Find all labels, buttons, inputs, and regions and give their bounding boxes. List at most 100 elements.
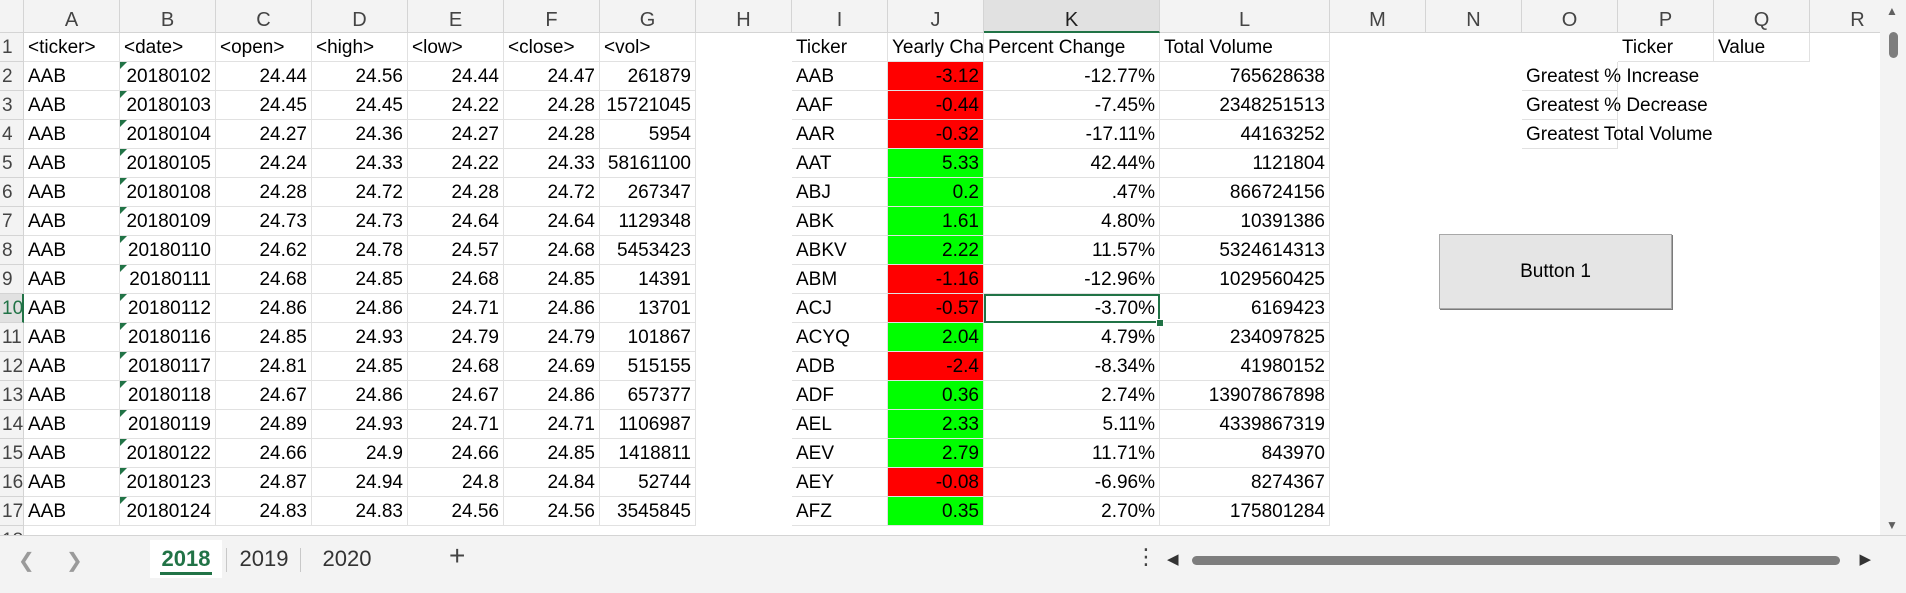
data-cell[interactable]: AAB xyxy=(24,149,120,178)
fill-handle[interactable] xyxy=(1156,319,1164,327)
header-cell[interactable]: <open> xyxy=(216,33,312,62)
data-cell[interactable]: 24.67 xyxy=(408,381,504,410)
data-cell[interactable]: 24.94 xyxy=(312,468,408,497)
data-cell[interactable]: 24.84 xyxy=(504,468,600,497)
data-cell[interactable]: 24.85 xyxy=(216,323,312,352)
data-cell[interactable]: AAB xyxy=(24,236,120,265)
percent-change-cell[interactable]: 4.79% xyxy=(984,323,1160,352)
column-header-k[interactable]: K xyxy=(984,0,1160,33)
vertical-scrollbar[interactable]: ▲ ▼ xyxy=(1880,0,1906,535)
header-cell[interactable]: <low> xyxy=(408,33,504,62)
percent-change-cell[interactable]: 11.71% xyxy=(984,439,1160,468)
data-cell[interactable]: 24.69 xyxy=(504,352,600,381)
date-cell[interactable]: 20180124 xyxy=(120,497,216,526)
data-cell[interactable]: AAB xyxy=(24,178,120,207)
data-cell[interactable]: AAB xyxy=(24,62,120,91)
total-volume-cell[interactable]: 8274367 xyxy=(1160,468,1330,497)
row-header-9[interactable]: 9 xyxy=(0,265,24,294)
yearly-change-cell[interactable]: 2.33 xyxy=(888,410,984,439)
data-cell[interactable]: 58161100 xyxy=(600,149,696,178)
column-header-g[interactable]: G xyxy=(600,0,696,33)
date-cell[interactable]: 20180112 xyxy=(120,294,216,323)
yearly-change-cell[interactable]: 0.36 xyxy=(888,381,984,410)
row-header-10[interactable]: 10 xyxy=(0,294,24,323)
date-cell[interactable]: 20180102 xyxy=(120,62,216,91)
data-cell[interactable]: 24.86 xyxy=(312,381,408,410)
date-cell[interactable]: 20180105 xyxy=(120,149,216,178)
ticker-cell[interactable]: ADF xyxy=(792,381,888,410)
data-cell[interactable]: 24.87 xyxy=(216,468,312,497)
column-header-c[interactable]: C xyxy=(216,0,312,33)
header-cell[interactable]: <vol> xyxy=(600,33,696,62)
row-header-2[interactable]: 2 xyxy=(0,62,24,91)
date-cell[interactable]: 20180111 xyxy=(120,265,216,294)
data-cell[interactable]: 24.73 xyxy=(216,207,312,236)
data-cell[interactable]: 24.27 xyxy=(408,120,504,149)
row-header-7[interactable]: 7 xyxy=(0,207,24,236)
data-cell[interactable]: 24.83 xyxy=(216,497,312,526)
column-header-d[interactable]: D xyxy=(312,0,408,33)
ticker-cell[interactable]: AEY xyxy=(792,468,888,497)
percent-change-cell[interactable]: -3.70% xyxy=(984,294,1160,323)
percent-change-cell[interactable]: .47% xyxy=(984,178,1160,207)
ticker-cell[interactable]: AAF xyxy=(792,91,888,120)
data-cell[interactable]: AAB xyxy=(24,120,120,149)
row-header-4[interactable]: 4 xyxy=(0,120,24,149)
data-cell[interactable]: 24.33 xyxy=(312,149,408,178)
sheet-tab-2019[interactable]: 2019 xyxy=(228,540,300,578)
column-header-a[interactable]: A xyxy=(24,0,120,33)
data-cell[interactable]: 24.78 xyxy=(312,236,408,265)
percent-change-cell[interactable]: -12.96% xyxy=(984,265,1160,294)
row-header-5[interactable]: 5 xyxy=(0,149,24,178)
data-cell[interactable]: 15721045 xyxy=(600,91,696,120)
total-volume-cell[interactable]: 13907867898 xyxy=(1160,381,1330,410)
row-header-3[interactable]: 3 xyxy=(0,91,24,120)
column-header-b[interactable]: B xyxy=(120,0,216,33)
percent-change-cell[interactable]: 2.74% xyxy=(984,381,1160,410)
data-cell[interactable]: 1106987 xyxy=(600,410,696,439)
header-cell[interactable]: <date> xyxy=(120,33,216,62)
scroll-right-arrow-icon[interactable]: ▶ xyxy=(1859,551,1871,568)
data-cell[interactable]: 24.57 xyxy=(408,236,504,265)
sheet-tab-2018[interactable]: 2018 xyxy=(150,540,222,578)
data-cell[interactable]: AAB xyxy=(24,381,120,410)
data-cell[interactable]: 24.72 xyxy=(504,178,600,207)
total-volume-cell[interactable]: 1121804 xyxy=(1160,149,1330,178)
data-cell[interactable]: 24.86 xyxy=(504,294,600,323)
yearly-change-cell[interactable]: -0.57 xyxy=(888,294,984,323)
data-cell[interactable]: AAB xyxy=(24,439,120,468)
data-cell[interactable]: 267347 xyxy=(600,178,696,207)
more-vertical-icon[interactable]: ⋮ xyxy=(1135,544,1157,569)
date-cell[interactable]: 20180117 xyxy=(120,352,216,381)
data-cell[interactable]: 24.79 xyxy=(408,323,504,352)
yearly-change-cell[interactable]: 0.35 xyxy=(888,497,984,526)
greatest-label-cell[interactable]: Greatest Total Volume xyxy=(1522,120,1713,149)
ticker-cell[interactable]: AAR xyxy=(792,120,888,149)
total-volume-cell[interactable]: 1029560425 xyxy=(1160,265,1330,294)
percent-change-cell[interactable]: 11.57% xyxy=(984,236,1160,265)
data-cell[interactable]: 52744 xyxy=(600,468,696,497)
ticker-cell[interactable]: ABKV xyxy=(792,236,888,265)
total-volume-cell[interactable]: 4339867319 xyxy=(1160,410,1330,439)
percent-change-cell[interactable]: -7.45% xyxy=(984,91,1160,120)
header-cell[interactable]: <high> xyxy=(312,33,408,62)
row-header-15[interactable]: 15 xyxy=(0,439,24,468)
data-cell[interactable]: 24.67 xyxy=(216,381,312,410)
ticker-cell[interactable]: AEV xyxy=(792,439,888,468)
summary-header-cell[interactable]: Total Volume xyxy=(1160,33,1330,62)
percent-change-cell[interactable]: -6.96% xyxy=(984,468,1160,497)
total-volume-cell[interactable]: 10391386 xyxy=(1160,207,1330,236)
total-volume-cell[interactable]: 765628638 xyxy=(1160,62,1330,91)
greatest-label-cell[interactable]: Greatest % Decrease xyxy=(1522,91,1708,120)
total-volume-cell[interactable]: 234097825 xyxy=(1160,323,1330,352)
data-cell[interactable]: 5954 xyxy=(600,120,696,149)
data-cell[interactable]: AAB xyxy=(24,352,120,381)
data-cell[interactable]: 24.28 xyxy=(408,178,504,207)
data-cell[interactable]: 24.36 xyxy=(312,120,408,149)
date-cell[interactable]: 20180116 xyxy=(120,323,216,352)
data-cell[interactable]: 13701 xyxy=(600,294,696,323)
summary-header-cell[interactable]: Yearly Change xyxy=(888,33,984,62)
data-cell[interactable]: 24.71 xyxy=(408,410,504,439)
ticker-cell[interactable]: ACJ xyxy=(792,294,888,323)
ticker-cell[interactable]: ADB xyxy=(792,352,888,381)
